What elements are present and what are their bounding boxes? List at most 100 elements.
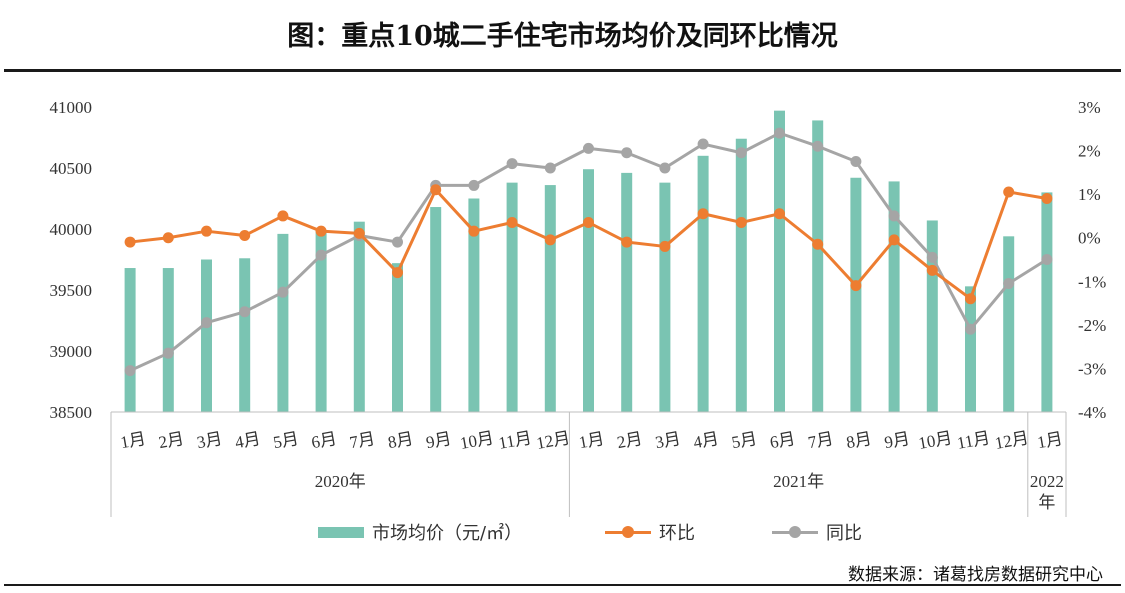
price-bar (506, 182, 518, 412)
x-tick-label: 2月 (157, 429, 185, 452)
mom-point (201, 225, 212, 237)
mom-point (659, 240, 671, 252)
yoy-point (506, 158, 518, 170)
yoy-point (201, 317, 212, 329)
x-tick-label: 2月 (616, 429, 644, 452)
price-bar (850, 177, 862, 412)
x-tick-label: 8月 (845, 429, 873, 452)
x-tick-label: 10月 (917, 428, 954, 453)
x-group-label: 2022 年 (1030, 472, 1064, 512)
x-tick-label: 9月 (883, 429, 911, 452)
yoy-point (1041, 254, 1053, 265)
price-bar (659, 182, 671, 412)
yoy-point (926, 251, 938, 263)
mom-point (812, 238, 824, 250)
bottom-rule (4, 584, 1121, 586)
yoy-point (774, 127, 785, 139)
yoy-point (583, 142, 594, 154)
legend-mom-swatch (605, 525, 651, 539)
yoy-point (812, 140, 824, 152)
price-bar (965, 286, 976, 412)
price-bar (735, 138, 747, 412)
mom-point (277, 210, 289, 222)
x-tick-label: 9月 (425, 429, 453, 452)
yoy-point (315, 249, 327, 261)
y-right-tick-label: -4% (1078, 403, 1106, 422)
price-bar (583, 169, 594, 412)
price-bar (392, 263, 403, 412)
price-bar (239, 258, 251, 412)
x-tick-label: 5月 (730, 429, 758, 452)
mom-point (965, 293, 976, 305)
y-left-tick-label: 40500 (50, 159, 93, 178)
mom-point (888, 234, 900, 246)
price-bar (353, 221, 365, 412)
x-group-label: 2020年 (315, 472, 366, 491)
y-right-tick-label: 2% (1078, 142, 1101, 161)
mom-point (124, 236, 136, 248)
y-right-tick-label: 0% (1078, 229, 1101, 248)
price-bar (162, 268, 174, 412)
price-bar (1003, 236, 1015, 412)
y-right-tick-label: 3% (1078, 98, 1101, 117)
yoy-point (468, 179, 480, 191)
mom-point (430, 184, 442, 196)
mom-point (544, 234, 556, 246)
yoy-point (965, 323, 976, 335)
legend-yoy-label: 同比 (826, 523, 862, 544)
x-tick-label: 4月 (234, 429, 262, 452)
mom-point (1041, 193, 1053, 204)
yoy-point (162, 347, 174, 359)
mom-point (621, 236, 633, 248)
price-bar (621, 172, 633, 412)
price-bar (277, 233, 289, 412)
price-bar (315, 230, 327, 412)
x-tick-label: 12月 (993, 428, 1030, 453)
yoy-point (277, 286, 289, 298)
mom-point (1003, 186, 1015, 198)
x-tick-label: 1月 (119, 429, 147, 452)
yoy-point (544, 162, 556, 174)
yoy-point (888, 210, 900, 222)
mom-point (506, 216, 518, 228)
x-tick-label: 5月 (272, 429, 300, 452)
x-tick-label: 11月 (955, 428, 991, 453)
y-left-tick-label: 38500 (50, 403, 93, 422)
x-group-label: 2021年 (773, 472, 824, 491)
mom-point (583, 216, 594, 228)
y-right-tick-label: -3% (1078, 359, 1106, 378)
x-tick-label: 8月 (386, 429, 414, 452)
mom-point (392, 267, 403, 279)
data-source: 数据来源：诸葛找房数据研究中心 (848, 565, 1103, 585)
price-bar (888, 181, 900, 412)
price-bar (544, 185, 556, 412)
price-bar (812, 120, 824, 413)
price-bar (697, 155, 709, 413)
y-left-tick-label: 39500 (50, 281, 93, 300)
x-tick-label: 6月 (768, 429, 796, 452)
price-bar (201, 259, 212, 412)
yoy-point (697, 138, 709, 150)
yoy-point (735, 147, 747, 159)
y-right-tick-label: -1% (1078, 272, 1106, 291)
price-bar (926, 220, 938, 412)
y-right-tick-label: 1% (1078, 185, 1101, 204)
x-tick-label: 12月 (535, 428, 572, 453)
mom-point (697, 208, 709, 220)
price-bar (468, 198, 480, 412)
yoy-point (239, 306, 251, 318)
mom-point (926, 264, 938, 276)
x-tick-label: 6月 (310, 429, 338, 452)
legend-yoy: 同比 (772, 519, 862, 545)
y-left-tick-label: 39000 (50, 342, 93, 361)
y-right-tick-label: -2% (1078, 316, 1106, 335)
yoy-point (850, 155, 862, 167)
mom-point (239, 230, 251, 242)
x-tick-label: 7月 (807, 429, 835, 452)
price-bar (1041, 192, 1053, 412)
mom-point (774, 208, 785, 220)
x-tick-label: 1月 (577, 429, 605, 452)
x-tick-label: 11月 (497, 428, 533, 453)
mom-point (315, 225, 327, 237)
x-tick-label: 7月 (348, 429, 376, 452)
